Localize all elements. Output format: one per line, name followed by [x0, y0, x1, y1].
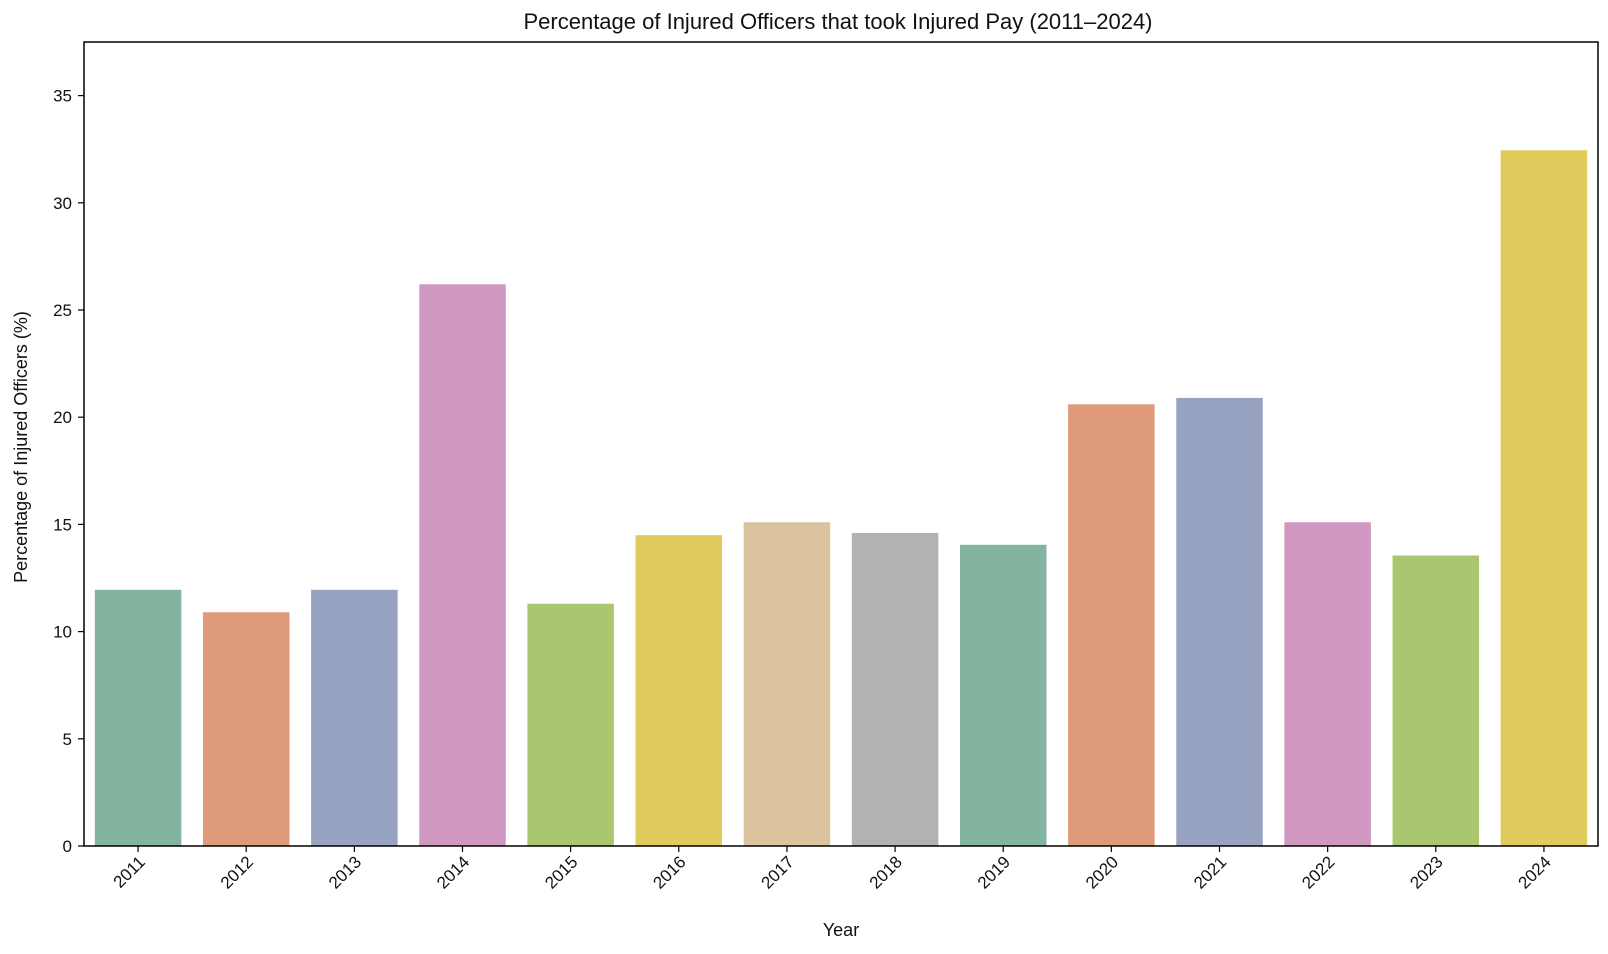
x-tick-label: 2014	[433, 852, 473, 892]
x-tick-label: 2020	[1082, 852, 1122, 892]
x-tick-label: 2021	[1190, 852, 1230, 892]
y-axis-ticks: 0 5 10 15 20 25 30 35	[53, 87, 84, 856]
plot-frame	[83, 41, 1599, 847]
bar-2021	[1176, 397, 1263, 846]
bar-2020	[1068, 404, 1155, 846]
y-tick-label: 20	[53, 408, 72, 427]
bar-2023	[1392, 555, 1480, 846]
chart-title: Percentage of Injured Officers that took…	[523, 9, 1152, 34]
x-tick-label: 2024	[1515, 852, 1555, 892]
y-tick-label: 35	[53, 87, 72, 106]
bar-2013	[311, 589, 398, 846]
y-tick-label: 5	[63, 730, 72, 749]
bar-2012	[202, 612, 290, 846]
x-tick-label: 2011	[110, 852, 149, 891]
bars-group	[94, 150, 1588, 847]
bar-2014	[419, 284, 506, 847]
x-tick-label: 2019	[974, 852, 1014, 892]
x-tick-label: 2016	[649, 852, 689, 892]
bar-2022	[1284, 522, 1371, 846]
y-tick-label: 10	[53, 623, 72, 642]
bar-2016	[635, 535, 723, 846]
x-tick-label: 2017	[758, 852, 798, 892]
bar-2024	[1500, 150, 1588, 847]
x-tick-label: 2023	[1406, 852, 1446, 892]
y-axis-label: Percentage of Injured Officers (%)	[11, 311, 31, 583]
x-tick-label: 2018	[866, 852, 906, 892]
y-tick-label: 30	[53, 194, 72, 213]
bar-2017	[743, 522, 831, 846]
x-tick-label: 2013	[325, 852, 365, 892]
x-axis-ticks: 2011 2012 2013 2014 2015 2016 2017 2018 2019 2020…	[110, 846, 1555, 893]
x-axis-label: Year	[823, 920, 859, 940]
y-tick-label: 0	[63, 837, 72, 856]
bar-2019	[959, 544, 1047, 846]
y-tick-label: 25	[53, 301, 72, 320]
x-tick-label: 2015	[541, 852, 581, 892]
y-tick-label: 15	[53, 515, 72, 534]
bar-2015	[527, 603, 614, 846]
x-tick-label: 2022	[1298, 852, 1338, 892]
x-tick-label: 2012	[217, 852, 257, 892]
bar-2011	[94, 589, 182, 846]
bar-2018	[851, 532, 939, 846]
